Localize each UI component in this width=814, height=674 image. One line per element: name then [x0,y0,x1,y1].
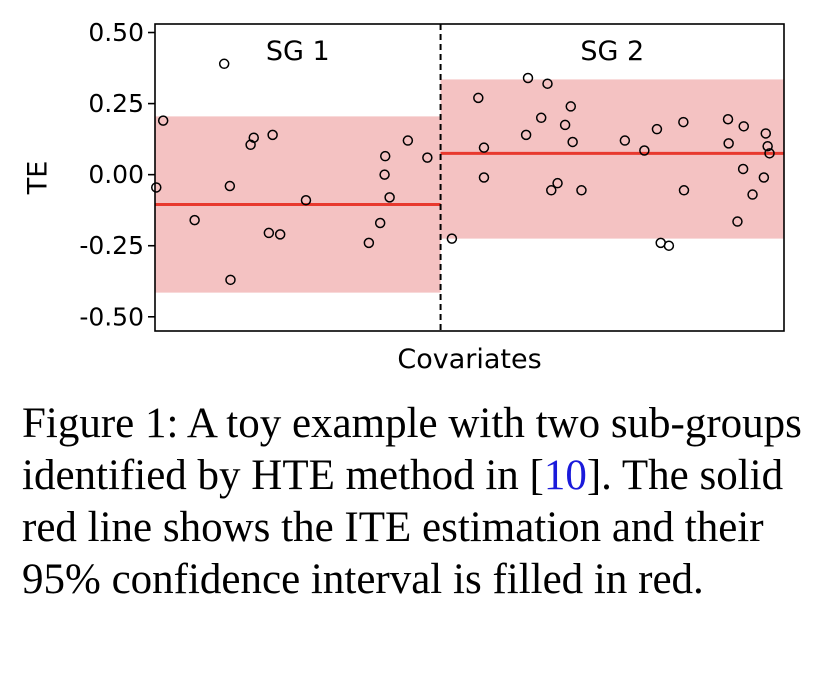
data-point-sg1-1 [151,182,162,193]
data-point-sg1-15 [379,169,390,180]
data-point-sg2-20 [678,116,689,128]
data-point-sg2-25 [737,163,749,175]
data-point-sg2-23 [723,138,734,149]
y-axis-label: TE [23,161,54,196]
data-point-sg2-24 [732,216,743,227]
data-point-sg2-3 [478,142,490,153]
data-point-sg2-13 [567,136,578,148]
data-point-sg2-17 [651,123,663,135]
data-point-sg2-28 [758,172,770,183]
data-point-sg1-6 [225,274,236,286]
data-point-sg2-6 [522,72,534,84]
caption-text-prefix: Figure 1: A toy example with two sub-gro… [22,400,802,499]
data-point-sg1-11 [274,229,286,240]
data-point-sg1-2 [157,115,169,126]
caption-citation-link[interactable]: 10 [543,452,587,499]
data-point-sg1-16 [379,150,391,162]
y-tick-label-4: -0.25 [79,231,144,260]
data-point-sg2-2 [473,92,484,104]
data-point-sg1-9 [263,227,275,239]
data-point-sg2-21 [678,185,690,196]
data-point-sg1-3 [189,214,200,226]
data-point-sg1-5 [224,180,236,192]
te-scatter-chart: 0.50 0.25 0.00 -0.25 -0.50 SG 1 SG 2 Covariates… [23,18,785,375]
subgroup-label-2: SG 2 [580,36,644,67]
data-point-sg1-13 [363,237,375,249]
data-point-sg2-1 [446,233,458,244]
data-point-sg2-16 [639,145,650,156]
x-axis-label: Covariates [397,344,541,375]
y-tick-label-3: 0.00 [88,160,144,189]
y-tick-label-2: 0.25 [88,89,144,118]
data-point-sg2-14 [576,185,587,196]
data-point-sg2-22 [722,113,734,125]
data-point-sg2-5 [520,129,532,141]
data-point-sg2-7 [535,112,547,124]
data-point-sg2-12 [565,101,577,112]
y-tick-label-5: -0.50 [79,302,144,331]
data-point-sg2-29 [760,128,772,139]
data-point-sg2-8 [542,78,553,89]
data-point-sg1-18 [402,135,414,146]
data-point-sg2-4 [478,172,490,183]
data-point-sg2-10 [552,177,563,189]
data-point-sg2-26 [738,121,749,132]
data-point-sg1-4 [218,58,230,70]
plot-frame [154,23,785,332]
data-point-sg1-14 [374,217,386,229]
figure-caption: Figure 1: A toy example with two sub-gro… [22,398,802,606]
data-point-sg1-17 [384,192,395,203]
data-point-sg2-9 [546,185,557,196]
subgroup-label-1: SG 1 [266,36,330,67]
data-point-sg1-12 [300,194,312,206]
data-point-sg2-31 [764,148,775,159]
data-point-sg2-27 [747,189,758,200]
caption-text-suffix: ]. The solid red line shows the ITE esti… [22,452,784,603]
data-point-sg2-30 [762,140,773,152]
data-point-sg2-19 [663,240,675,251]
confidence-band-2 [440,79,784,239]
data-point-sg2-15 [619,135,631,146]
data-point-sg1-19 [422,152,433,163]
data-point-sg1-8 [248,132,260,143]
y-tick-label-1: 0.50 [88,18,144,47]
data-point-sg2-11 [559,119,571,131]
data-point-sg1-10 [267,129,278,141]
